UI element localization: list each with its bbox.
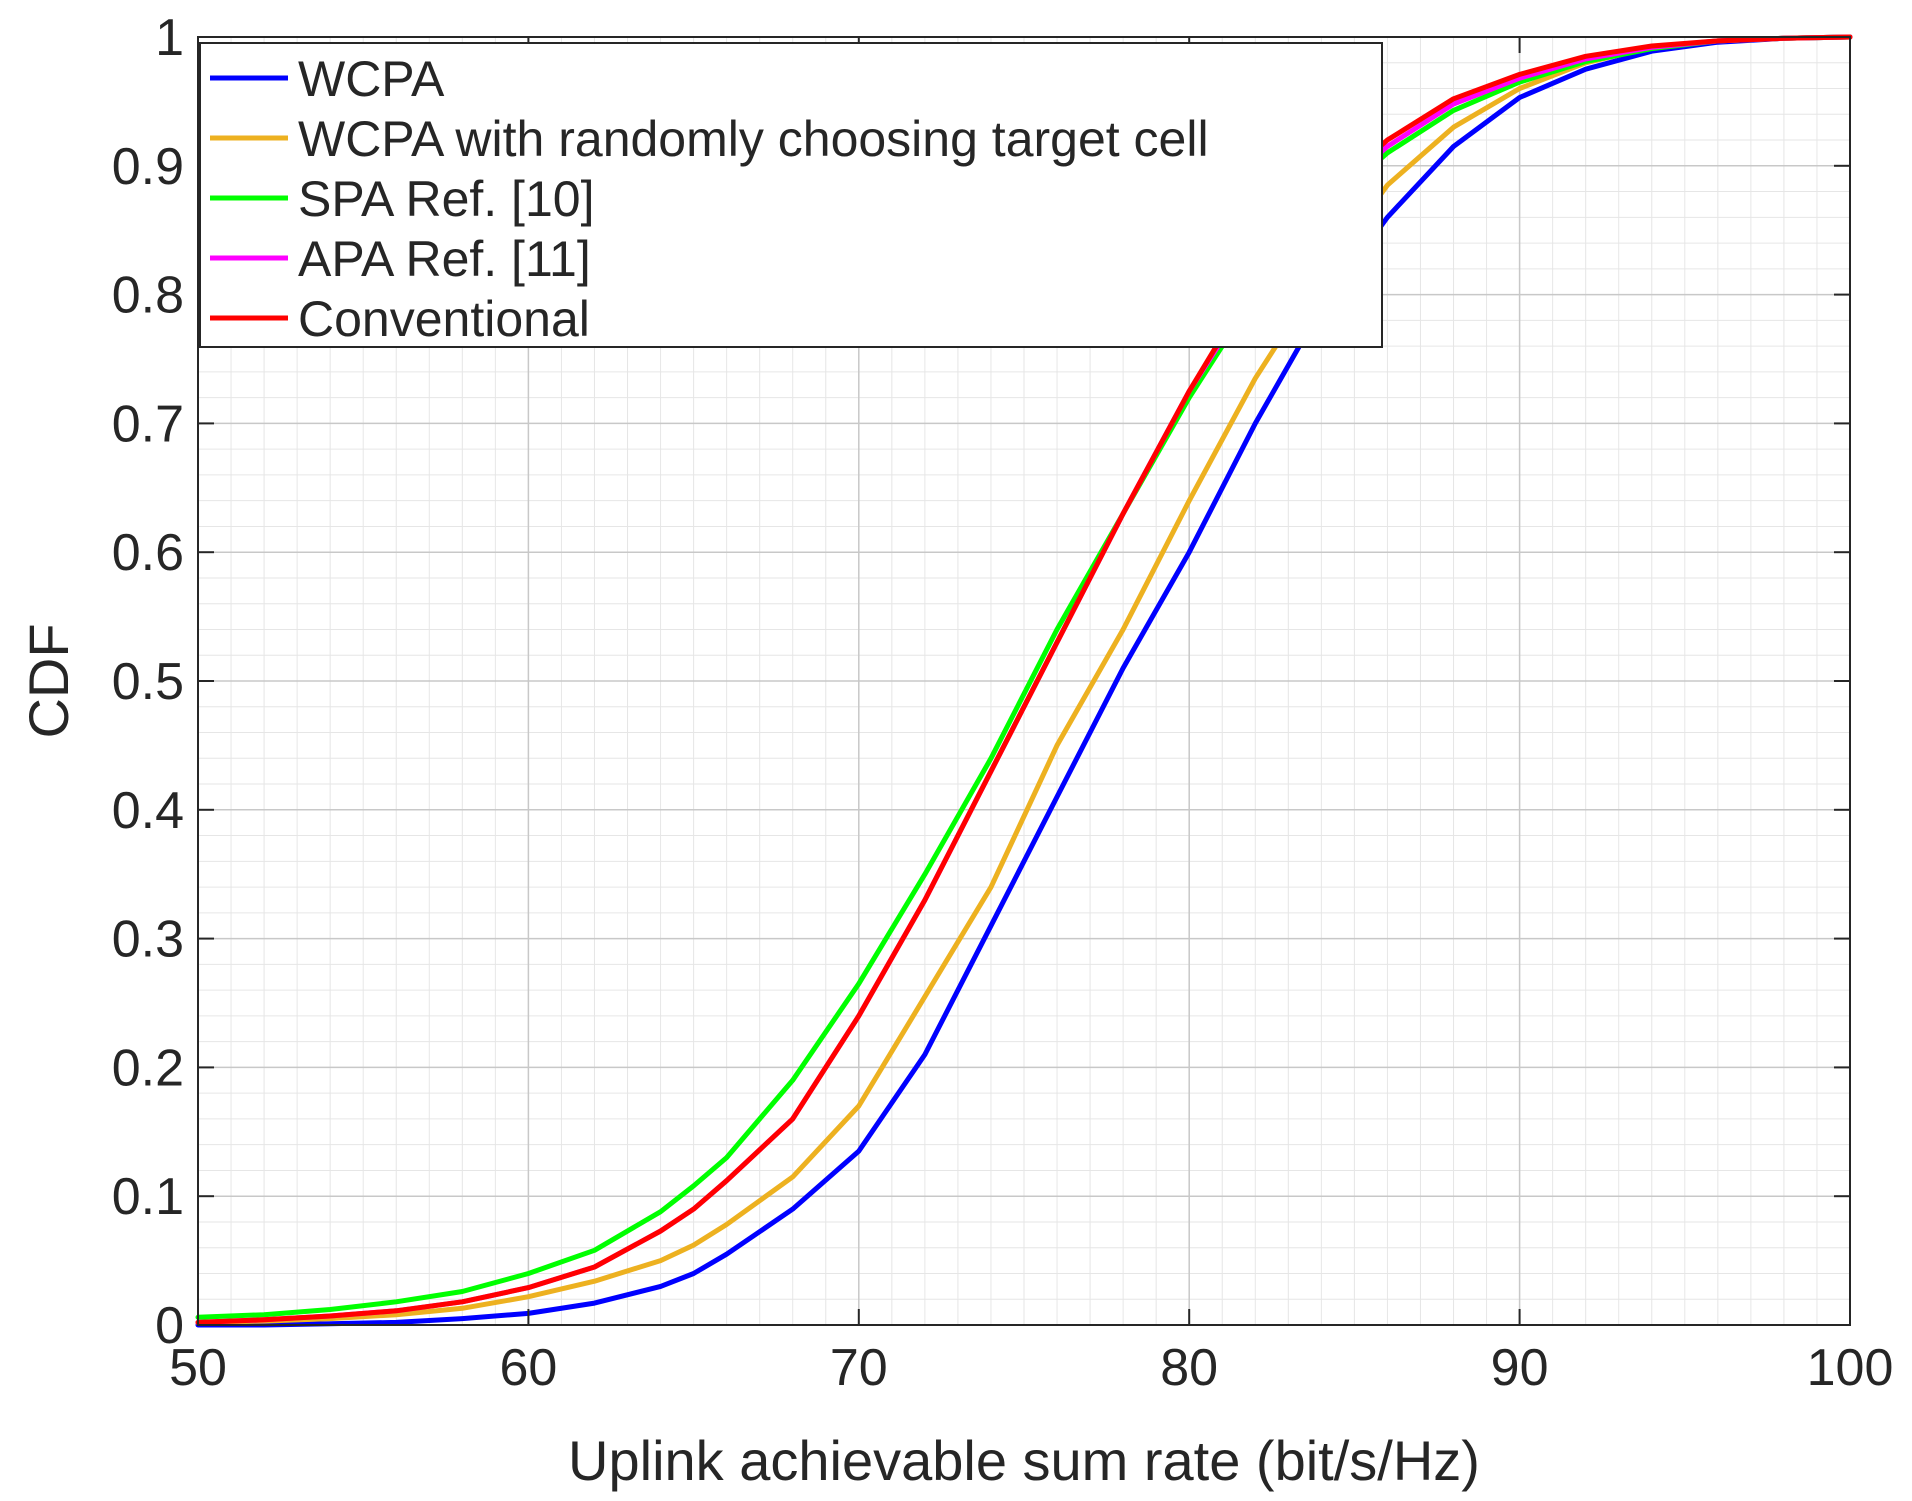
y-tick-labels: 0 0.1 0.2 0.3 0.4 0.5 0.6 0.7 0.8 0.9 1 xyxy=(112,9,184,1355)
y-tick-label: 0.3 xyxy=(112,911,184,969)
x-tick-label: 50 xyxy=(169,1339,227,1397)
legend-label: WCPA xyxy=(298,51,445,107)
x-axis-label: Uplink achievable sum rate (bit/s/Hz) xyxy=(568,1429,1480,1492)
y-tick-label: 0.8 xyxy=(112,267,184,325)
x-tick-label: 70 xyxy=(830,1339,888,1397)
series-line-spa-ref-10 xyxy=(195,34,1853,1320)
y-tick-label: 0 xyxy=(155,1297,184,1355)
legend-label: SPA Ref. [10] xyxy=(298,171,594,227)
series-line-wcpa-with-randomly-choosing-target-cell xyxy=(195,34,1853,1325)
x-tick-label: 60 xyxy=(499,1339,557,1397)
legend-label: WCPA with randomly choosing target cell xyxy=(298,111,1209,167)
x-tick-label: 80 xyxy=(1160,1339,1218,1397)
series-line-conventional xyxy=(195,34,1853,1325)
x-tick-label: 90 xyxy=(1491,1339,1549,1397)
series-line-wcpa xyxy=(195,34,1853,1328)
legend-box xyxy=(199,42,1383,348)
y-tick-label: 0.5 xyxy=(112,653,184,711)
y-tick-label: 0.1 xyxy=(112,1168,184,1226)
y-tick-label: 0.2 xyxy=(112,1039,184,1097)
x-tick-labels: 50 60 70 80 90 100 xyxy=(169,1339,1893,1397)
x-tick-label: 100 xyxy=(1807,1339,1894,1397)
legend-label: Conventional xyxy=(298,291,590,347)
legend-label: APA Ref. [11] xyxy=(298,231,591,287)
y-tick-label: 0.6 xyxy=(112,524,184,582)
y-tick-label: 1 xyxy=(155,9,184,67)
series-lines xyxy=(195,34,1853,1328)
axis-ticks xyxy=(197,36,1851,1326)
y-axis-label: CDF xyxy=(17,623,80,738)
y-tick-label: 0.7 xyxy=(112,395,184,453)
y-tick-label: 0.4 xyxy=(112,782,184,840)
y-tick-label: 0.9 xyxy=(112,138,184,196)
